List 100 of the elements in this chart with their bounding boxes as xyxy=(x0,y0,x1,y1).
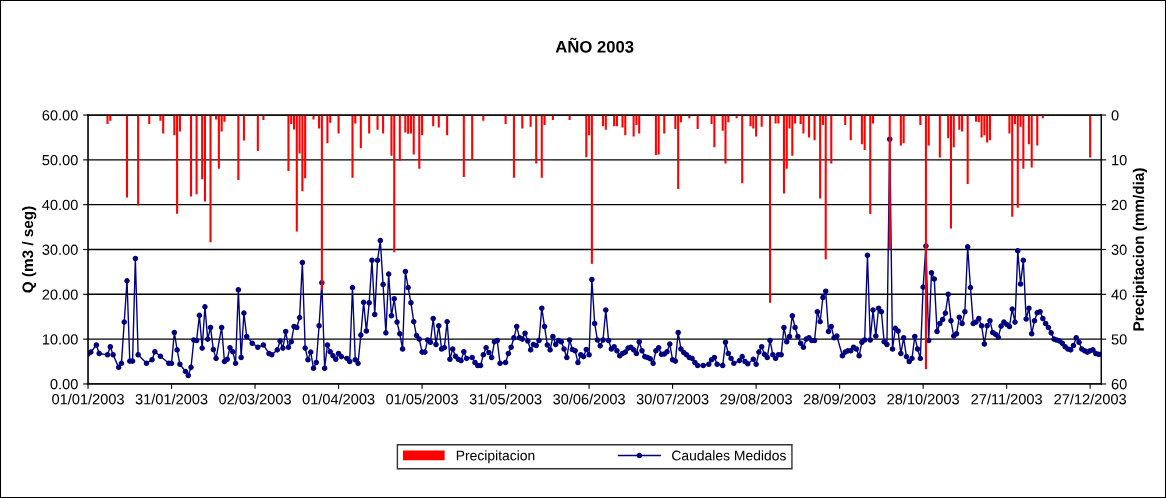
legend-label: Precipitacion xyxy=(456,450,535,464)
bar xyxy=(888,115,891,250)
bar xyxy=(819,115,822,199)
x-tick-label: 29/08/2003 xyxy=(720,393,792,405)
bar xyxy=(242,115,245,141)
bar xyxy=(195,115,198,195)
bar xyxy=(741,115,744,184)
bar xyxy=(412,115,415,155)
legend-label: Caudales Medidos xyxy=(672,450,786,461)
bar xyxy=(295,115,298,232)
y-tick-label: 0.00 xyxy=(50,379,78,390)
y2-axis-title: Precipitacion (mm/dia) xyxy=(1132,168,1148,331)
bar xyxy=(869,115,872,215)
bar xyxy=(902,115,905,144)
y-tick-label: 10.00 xyxy=(42,334,78,345)
bar xyxy=(398,115,401,161)
y2-tick-label: 50 xyxy=(1111,334,1127,345)
bar xyxy=(782,115,785,194)
bar xyxy=(189,115,193,197)
bar xyxy=(359,115,362,149)
bar xyxy=(287,115,290,172)
bar xyxy=(393,115,396,253)
bar xyxy=(137,115,140,206)
bar xyxy=(624,115,627,136)
bar xyxy=(418,115,421,169)
bar xyxy=(824,115,827,260)
bar xyxy=(217,115,220,169)
x-tick-label: 28/10/2003 xyxy=(887,393,959,405)
y-axis-title: Q (m3 / seg) xyxy=(21,206,37,293)
x-tick-label: 31/01/2003 xyxy=(135,393,208,405)
bar xyxy=(535,115,538,164)
bar xyxy=(632,115,635,137)
bar xyxy=(813,115,816,141)
bar xyxy=(512,115,515,178)
y-tick-label: 60.00 xyxy=(42,110,78,121)
bar xyxy=(585,115,588,158)
bar xyxy=(949,115,953,229)
bar xyxy=(437,115,440,128)
bar xyxy=(849,115,852,141)
y2-tick-label: 0 xyxy=(1111,110,1119,121)
y2-tick-label: 10 xyxy=(1112,154,1127,166)
y2-tick-label: 40 xyxy=(1111,289,1127,300)
y-tick-label: 20.00 xyxy=(42,289,78,300)
bar xyxy=(1030,115,1033,168)
bar xyxy=(713,115,716,148)
bar xyxy=(899,115,902,146)
chart-title: AÑO 2003 xyxy=(555,37,634,53)
bar xyxy=(203,115,206,202)
bar xyxy=(760,115,763,127)
bar xyxy=(125,115,129,198)
bar xyxy=(1022,115,1025,169)
y2-tick-label: 20 xyxy=(1111,199,1127,211)
bar xyxy=(237,115,240,181)
bar xyxy=(540,115,543,178)
bar xyxy=(696,115,699,129)
bar xyxy=(590,115,593,264)
bar xyxy=(755,115,758,137)
bar xyxy=(863,115,866,150)
x-tick-label: 27/11/2003 xyxy=(971,393,1042,405)
bar xyxy=(724,115,727,164)
y2-tick-label: 60 xyxy=(1111,379,1127,390)
y-tick-label: 30.00 xyxy=(42,244,78,255)
x-tick-label: 01/01/2003 xyxy=(52,393,124,405)
y-tick-label: 40.00 xyxy=(42,199,78,211)
bar xyxy=(176,115,179,214)
bar xyxy=(924,115,927,370)
x-tick-label: 02/03/2003 xyxy=(219,393,291,405)
bar xyxy=(1036,115,1039,146)
bar xyxy=(654,115,657,155)
bar xyxy=(938,115,941,158)
x-tick-label: 30/06/2003 xyxy=(553,393,625,405)
bar xyxy=(1016,115,1019,208)
bar xyxy=(657,115,660,155)
bar xyxy=(830,115,833,164)
x-tick-label: 27/12/2003 xyxy=(1054,393,1127,405)
bar xyxy=(312,115,315,120)
x-tick-label: 01/05/2003 xyxy=(386,393,458,405)
bar xyxy=(209,115,212,243)
bar xyxy=(791,115,794,156)
bar xyxy=(958,115,961,130)
bar xyxy=(351,115,354,178)
bar xyxy=(326,115,329,144)
bar xyxy=(462,115,465,177)
y2-tick-label: 30 xyxy=(1111,244,1127,255)
bar xyxy=(471,115,474,160)
bar xyxy=(966,115,969,185)
bar xyxy=(961,115,964,132)
x-tick-label: 01/04/2003 xyxy=(302,393,375,405)
bar xyxy=(1011,115,1014,217)
bar xyxy=(376,115,379,130)
bar xyxy=(529,115,532,127)
bar xyxy=(768,115,772,303)
x-tick-label: 31/05/2003 xyxy=(469,393,542,405)
bar xyxy=(404,115,407,133)
bar xyxy=(320,115,323,290)
bar xyxy=(446,115,449,136)
bar xyxy=(256,115,259,151)
bar xyxy=(1089,115,1092,158)
y-tick-label: 50.00 xyxy=(42,154,78,166)
bar xyxy=(301,115,304,192)
